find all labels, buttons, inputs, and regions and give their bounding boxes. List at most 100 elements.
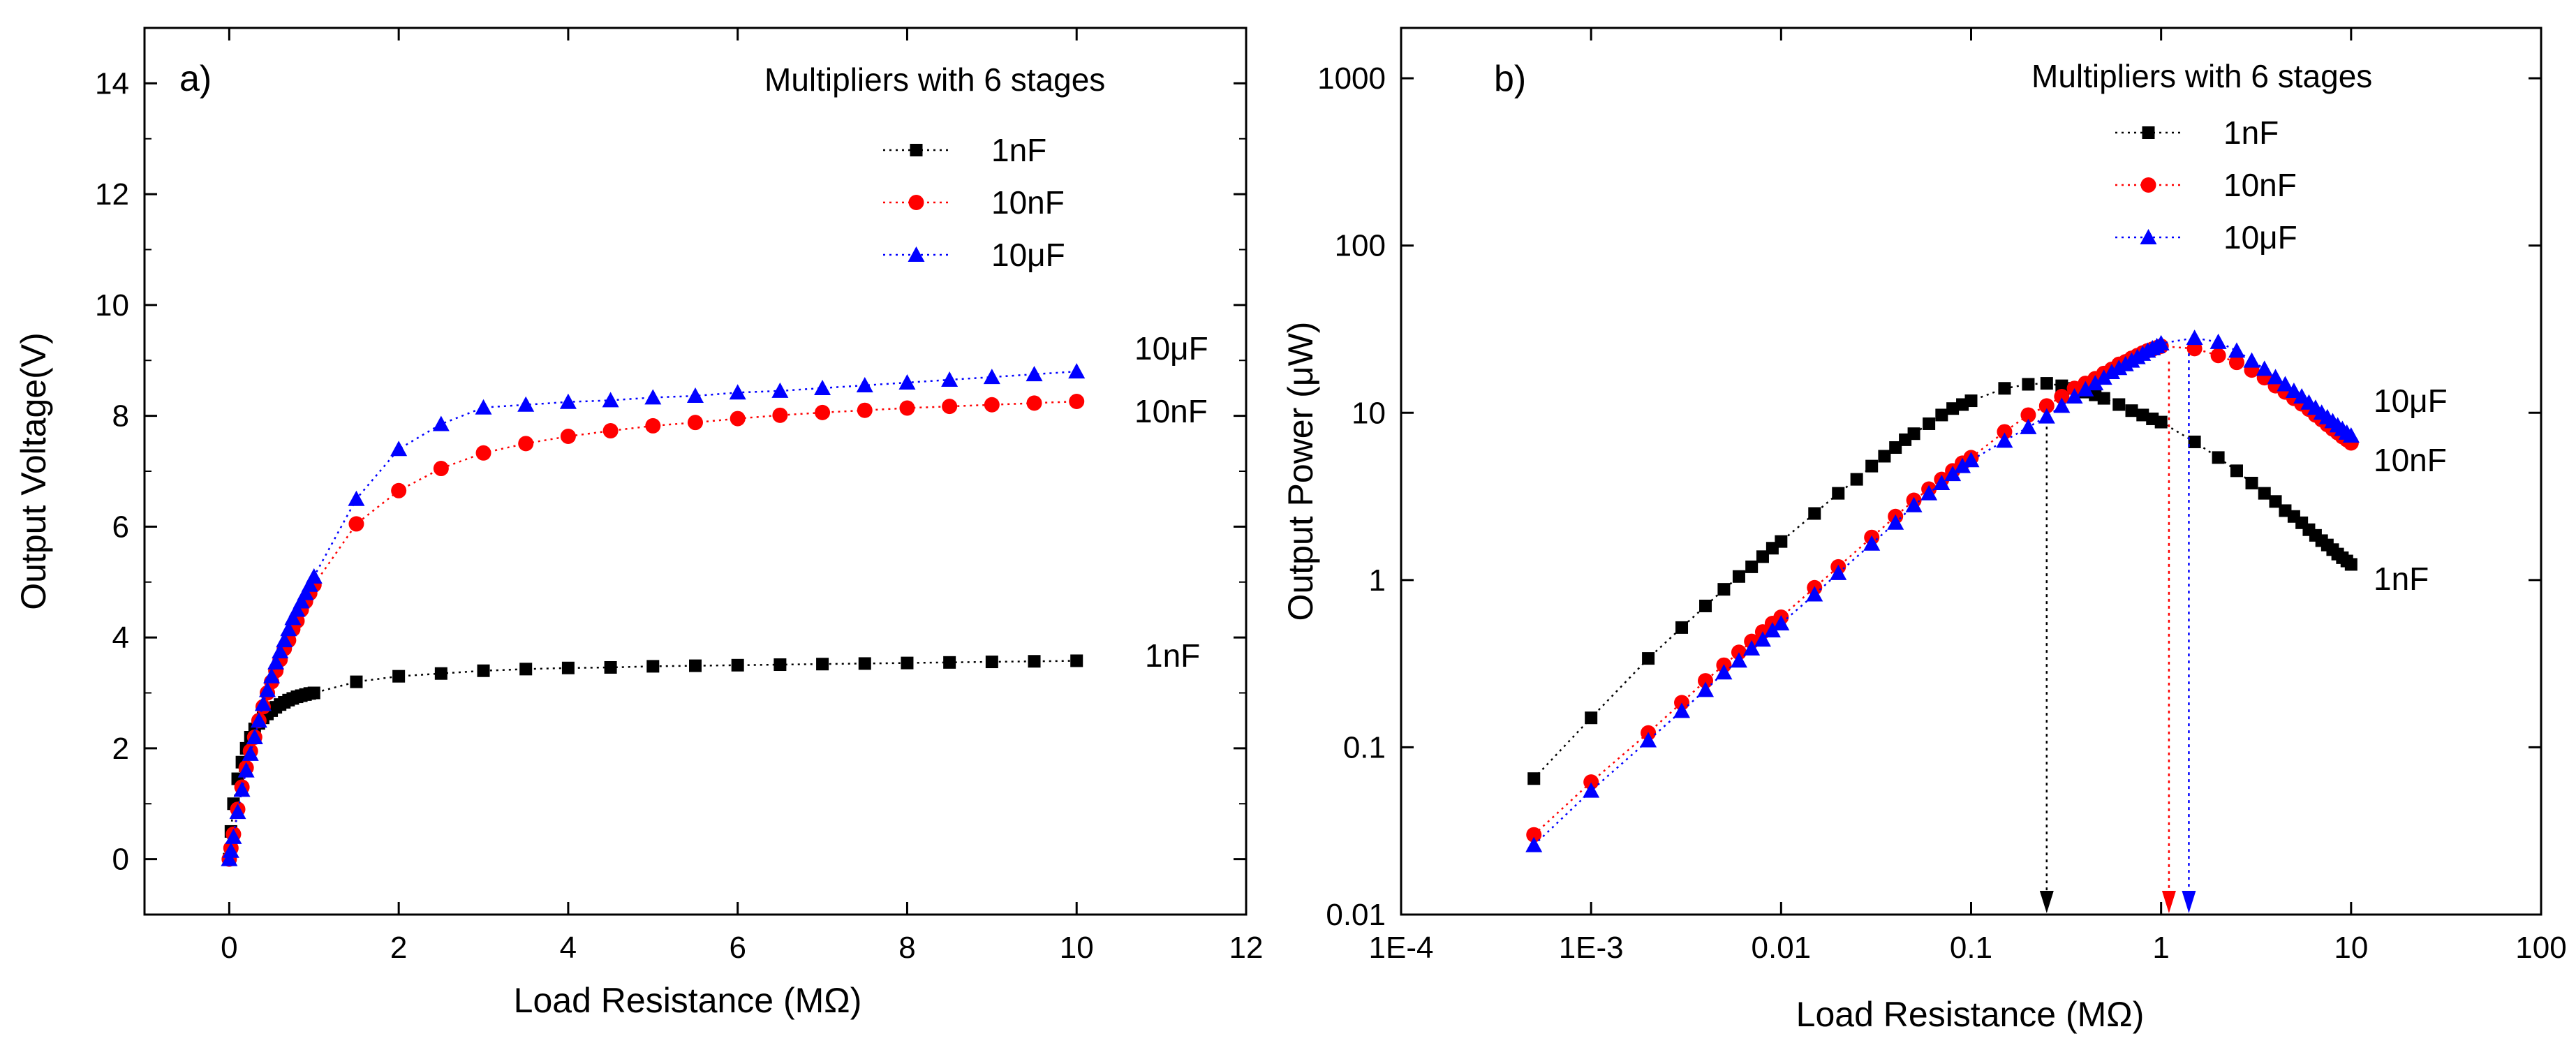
x-tick-label: 1 [2152, 931, 2169, 965]
legend-marker [908, 195, 924, 210]
data-point [2125, 404, 2138, 417]
data-point [688, 415, 703, 431]
data-point [2066, 388, 2083, 404]
y-tick-label: 8 [112, 399, 129, 434]
data-point [1962, 452, 1980, 468]
data-point [390, 441, 408, 457]
data-point [1850, 473, 1863, 486]
data-point [2210, 348, 2226, 364]
data-point [2022, 378, 2035, 391]
data-point [2285, 383, 2302, 399]
y-tick-label: 100 [1335, 229, 1386, 263]
data-point [246, 729, 263, 744]
data-point [2053, 397, 2071, 413]
data-point [898, 374, 916, 390]
data-point [856, 376, 873, 392]
data-point [1698, 673, 1714, 689]
data-point [221, 850, 238, 866]
data-point [729, 384, 746, 400]
data-point [475, 399, 492, 415]
x-tick-label: 10 [1060, 931, 1094, 965]
data-point [434, 667, 447, 680]
data-point [392, 670, 406, 683]
data-point [297, 584, 314, 600]
x-tick-label: 0 [221, 931, 237, 965]
data-point [1863, 535, 1881, 551]
peak-arrow-head [2039, 891, 2054, 913]
series-end-label: 10μF [1134, 330, 1208, 367]
data-point [983, 369, 1000, 385]
legend-entry-label: 10nF [991, 184, 1065, 221]
data-point [2055, 379, 2068, 392]
data-point [2097, 392, 2110, 405]
data-point [2188, 435, 2201, 448]
data-point [2342, 427, 2360, 443]
y-tick-label: 4 [112, 621, 129, 655]
data-point [561, 661, 575, 674]
data-point [1954, 457, 1971, 473]
data-point [1583, 782, 1600, 798]
data-point [730, 411, 746, 427]
series-end-label: 1nF [1145, 637, 1200, 674]
data-point [1772, 615, 1790, 631]
data-point [815, 404, 831, 420]
x-tick-label: 0.01 [1752, 931, 1812, 965]
x-tick-label: 10 [2334, 931, 2368, 965]
data-point [1026, 395, 1042, 411]
data-point [276, 632, 293, 648]
data-point [2186, 330, 2203, 346]
series-end-label: 10μF [2374, 383, 2448, 419]
legend-marker [2140, 177, 2156, 193]
data-point [272, 642, 289, 658]
y-tick-label: 1 [1369, 563, 1386, 598]
legend-entry-label: 10μF [2223, 219, 2297, 256]
data-point [1905, 496, 1923, 512]
data-point [1745, 560, 1759, 573]
data-point [2038, 408, 2055, 424]
data-point [233, 781, 251, 797]
series-end-label: 1nF [2374, 561, 2429, 597]
data-point [1775, 535, 1788, 548]
data-point [899, 400, 915, 416]
data-point [242, 745, 259, 761]
data-point [1907, 427, 1920, 441]
y-axis-title: Output Voltage(V) [14, 332, 53, 609]
legend-marker [2142, 126, 2155, 139]
data-point [1732, 570, 1745, 583]
data-point [2212, 451, 2225, 464]
data-point [519, 663, 533, 676]
data-point [222, 842, 239, 858]
data-point [1743, 639, 1761, 656]
data-point [2112, 398, 2126, 411]
x-tick-label: 6 [729, 931, 746, 965]
data-point [250, 712, 267, 728]
data-point [1583, 774, 1599, 790]
data-point [2245, 476, 2258, 489]
data-point [350, 675, 363, 688]
x-tick-label: 2 [390, 931, 407, 965]
data-point [1756, 550, 1769, 563]
data-point [560, 428, 576, 444]
data-point [2087, 375, 2104, 391]
y-tick-label: 0.01 [1326, 898, 1386, 932]
data-point [1996, 432, 2013, 448]
data-point [293, 593, 310, 609]
data-point [2230, 464, 2243, 478]
data-point [1026, 366, 1043, 382]
data-point [1946, 402, 1960, 415]
peak-arrow-head [2161, 891, 2176, 913]
data-point [1675, 621, 1689, 634]
data-point [1526, 827, 1542, 843]
x-tick-label: 100 [2515, 931, 2566, 965]
data-point [858, 657, 871, 670]
legend-entry-label: 10μF [991, 237, 1065, 273]
legend-title: Multipliers with 6 stages [2031, 58, 2372, 94]
panel-b-power-chart: 1E-4 1E-3 0.01 0.1 1 10 100 0.01 0.1 1 10 100 1000 Lo… [1281, 27, 2567, 1034]
series-2 [221, 363, 1086, 866]
data-point [1808, 507, 1821, 520]
data-point [1964, 394, 1978, 408]
data-point [984, 397, 1000, 413]
data-point [2152, 334, 2170, 350]
data-point [225, 828, 242, 844]
